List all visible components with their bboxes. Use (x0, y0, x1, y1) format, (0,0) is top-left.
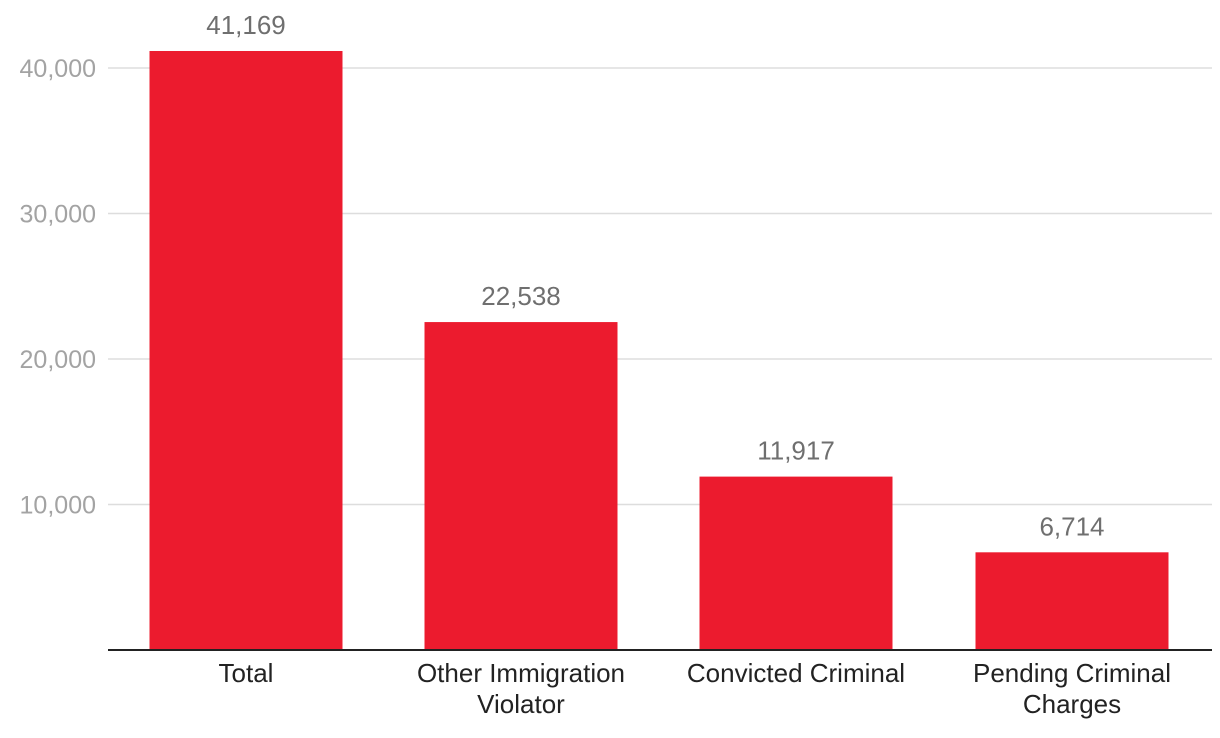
bar (699, 476, 893, 650)
data-label: 22,538 (481, 281, 561, 311)
x-tick-label: Violator (477, 689, 565, 719)
data-label: 41,169 (206, 10, 286, 40)
x-tick-label: Total (219, 658, 274, 688)
bar (424, 322, 618, 650)
bar (975, 552, 1169, 650)
y-tick-label: 40,000 (20, 55, 96, 83)
y-tick-label: 10,000 (20, 492, 96, 520)
data-label: 6,714 (1039, 511, 1104, 541)
y-tick-label: 30,000 (20, 201, 96, 229)
y-tick-label: 20,000 (20, 346, 96, 374)
bars (149, 50, 1169, 651)
data-label: 11,917 (757, 436, 835, 466)
x-tick-label: Convicted Criminal (687, 658, 905, 688)
x-tick-label: Charges (1023, 689, 1121, 719)
x-tick-label: Other Immigration (417, 658, 625, 688)
bar (149, 50, 343, 651)
x-tick-label: Pending Criminal (973, 658, 1171, 688)
labels: 10,000 20,000 30,000 40,000 41,169 Total 22,53… (20, 10, 1171, 719)
